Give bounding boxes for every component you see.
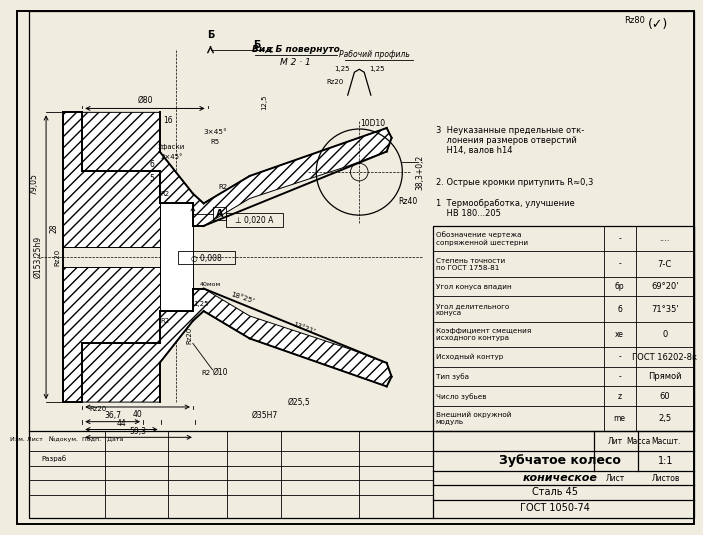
Bar [214,207,226,220]
Text: 36,7: 36,7 [104,411,121,421]
Text: 2,5: 2,5 [658,414,671,423]
Text: Коэффициент смещения
исходного контура: Коэффициент смещения исходного контура [436,328,531,341]
Text: me: me [614,414,626,423]
Text: -: - [618,234,621,243]
Text: 18°25': 18°25' [231,292,255,305]
Text: Изм. Лист   №докум.  Подп.   Дата: Изм. Лист №докум. Подп. Дата [10,437,123,442]
Text: 59,3: 59,3 [129,427,147,436]
Text: Внешний окружной
модуль: Внешний окружной модуль [436,412,511,425]
Text: Вид Б повернуто: Вид Б повернуто [252,45,340,54]
Text: Рабочий профиль: Рабочий профиль [339,50,409,59]
Text: ....: .... [659,234,670,243]
Text: Б: Б [207,30,214,40]
Text: R5: R5 [211,139,220,145]
Text: 12,5: 12,5 [262,95,267,110]
Bar [433,226,694,431]
Text: 13°21': 13°21' [292,321,316,334]
Text: 69°20': 69°20' [651,282,678,291]
Text: Число зубьев: Число зубьев [436,393,486,400]
Text: 3×45°: 3×45° [204,129,227,135]
Text: Прямой: Прямой [648,372,681,381]
Text: 1  Термообработка, улучшение
    НВ 180...205: 1 Термообработка, улучшение НВ 180...205 [436,198,574,218]
Polygon shape [63,112,160,247]
Text: Ø35H7: Ø35H7 [251,411,278,421]
Text: Степень точности
по ГОСТ 1758-81: Степень точности по ГОСТ 1758-81 [436,257,505,271]
Text: 1,25: 1,25 [369,66,385,72]
Text: 0: 0 [662,330,667,339]
Text: Сталь 45: Сталь 45 [532,487,578,497]
Text: 71°35': 71°35' [651,304,678,314]
Text: бр: бр [615,282,624,291]
Text: R2: R2 [160,190,169,196]
Text: R2: R2 [201,370,210,376]
Text: Ø80: Ø80 [137,96,153,105]
Text: Зубчатое колесо: Зубчатое колесо [499,454,621,467]
Text: Rz20: Rz20 [89,406,107,412]
Text: 2. Острые кромки притупить R≈0,3: 2. Острые кромки притупить R≈0,3 [436,178,593,187]
Text: 79,05: 79,05 [29,173,38,195]
Text: Rz20: Rz20 [55,249,61,266]
Text: 60: 60 [659,392,670,401]
Text: б: б [617,304,622,314]
Text: 44: 44 [117,419,127,428]
Text: ⊥ 0,020 A: ⊥ 0,020 A [236,216,273,225]
Text: М 2 · 1: М 2 · 1 [280,58,311,67]
Text: коническое: коническое [522,473,598,484]
Text: 1:1: 1:1 [658,456,673,466]
Text: Угол конуса впадин: Угол конуса впадин [436,284,511,289]
Text: 1,25: 1,25 [334,66,349,72]
Text: Исходный контур: Исходный контур [436,354,503,360]
Text: R2: R2 [160,318,169,324]
Text: -: - [618,259,621,269]
Text: ГОСТ 16202-8к: ГОСТ 16202-8к [632,353,697,362]
Text: 2фаски: 2фаски [157,143,185,150]
Text: А: А [216,209,223,219]
Bar [178,251,235,264]
Text: Лит: Лит [608,437,624,446]
Text: (✓): (✓) [647,18,668,31]
Text: xe: xe [615,330,624,339]
Text: 5: 5 [149,174,154,184]
Polygon shape [160,203,193,311]
Text: ГОСТ 1050-74: ГОСТ 1050-74 [520,503,590,513]
Bar [226,213,283,227]
Text: 6: 6 [149,160,154,169]
Polygon shape [63,267,160,402]
Text: Разраб: Разраб [41,455,66,462]
Text: 38,3+0,2: 38,3+0,2 [415,155,425,190]
Text: R2: R2 [219,184,228,190]
Text: Тип зуба: Тип зуба [436,373,469,380]
Text: 7-С: 7-С [657,259,672,269]
Text: -: - [618,353,621,362]
Text: 40: 40 [132,410,142,419]
Text: Лист: Лист [606,474,626,483]
Text: z: z [618,392,621,401]
Text: Масшт.: Масшт. [651,437,681,446]
Text: 28: 28 [49,223,58,233]
Polygon shape [82,112,392,226]
Text: -: - [618,372,621,381]
Text: Масса: Масса [626,437,650,446]
Text: 16: 16 [164,116,173,125]
Text: Ø153,25h9: Ø153,25h9 [34,236,43,278]
Text: 10D10: 10D10 [361,119,385,128]
Text: Б: Б [253,40,260,50]
Text: 40мом: 40мом [200,282,221,287]
Text: Угол делительного
конуса: Угол делительного конуса [436,303,509,316]
Text: ○ 0,008: ○ 0,008 [191,254,222,263]
Text: Rz80: Rz80 [624,16,645,25]
Text: Ø10: Ø10 [212,368,228,377]
Polygon shape [82,288,392,402]
Text: Ø25,5: Ø25,5 [288,398,310,407]
Text: 3  Неуказанные предельные отк-
    лонения размеров отверстий
    Н14, валов h14: 3 Неуказанные предельные отк- лонения ра… [436,126,584,156]
Text: Rz40: Rz40 [399,197,418,206]
Text: Rz20: Rz20 [186,327,192,344]
Text: Обозначение чертежа
сопряженной шестерни: Обозначение чертежа сопряженной шестерни [436,232,528,246]
Text: 2×45°: 2×45° [160,155,183,160]
Text: Rz20: Rz20 [326,79,344,85]
Text: 1,25: 1,25 [193,301,209,307]
Text: Листов: Листов [652,474,680,483]
